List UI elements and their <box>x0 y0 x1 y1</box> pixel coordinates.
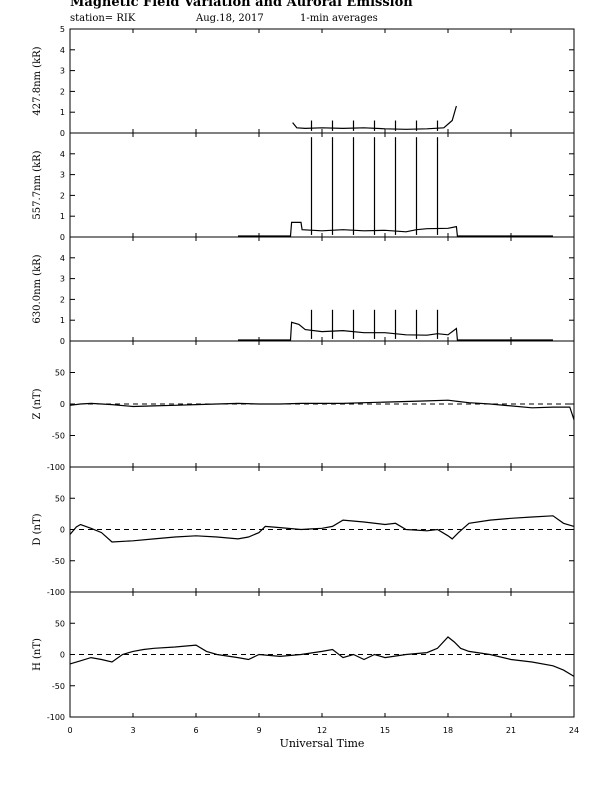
y-tick-label: -50 <box>52 682 65 691</box>
y-tick-label: -50 <box>52 432 65 441</box>
y-tick-label: 0 <box>60 233 65 242</box>
panel-frame <box>69 28 575 134</box>
y-axis-label: Z (nT) <box>32 388 43 419</box>
panel-frame <box>69 236 575 342</box>
y-tick-label: 4 <box>60 150 65 159</box>
y-tick-label: 4 <box>60 254 65 263</box>
x-tick-label: 15 <box>380 726 390 735</box>
station-label: station= RIK <box>70 13 136 24</box>
y-tick-label: 0 <box>60 400 65 409</box>
x-tick-label: 0 <box>67 726 72 735</box>
y-tick-label: -50 <box>52 557 65 566</box>
averaging-label: 1-min averages <box>300 13 378 24</box>
y-tick-label: 0 <box>60 337 65 346</box>
x-tick-label: 21 <box>506 726 516 735</box>
y-tick-label: 4 <box>60 46 65 55</box>
y-tick-label: 3 <box>60 171 65 180</box>
y-tick-label: 2 <box>60 295 65 304</box>
y-tick-label: 2 <box>60 87 65 96</box>
y-tick-label: 0 <box>60 129 65 138</box>
y-tick-label: 1 <box>60 212 65 221</box>
date-label: Aug.18, 2017 <box>196 13 264 24</box>
y-tick-label: 50 <box>55 619 65 628</box>
y-axis-label: H (nT) <box>32 638 43 671</box>
x-tick-label: 18 <box>443 726 453 735</box>
y-tick-label: -100 <box>47 713 65 722</box>
y-tick-label: -100 <box>47 588 65 597</box>
y-tick-label: 50 <box>55 494 65 503</box>
series-line <box>69 515 575 543</box>
y-tick-label: 3 <box>60 67 65 76</box>
y-tick-label: 3 <box>60 275 65 284</box>
y-tick-label: 50 <box>55 369 65 378</box>
y-tick-label: -100 <box>47 463 65 472</box>
y-axis-label: 630.0nm (kR) <box>32 254 43 323</box>
y-tick-label: 0 <box>60 651 65 660</box>
x-tick-label: 24 <box>569 726 579 735</box>
y-axis-label: 557.7nm (kR) <box>32 150 43 219</box>
y-tick-label: 1 <box>60 108 65 117</box>
y-axis-label: D (nT) <box>32 513 43 545</box>
y-tick-label: 2 <box>60 191 65 200</box>
y-tick-label: 1 <box>60 316 65 325</box>
figure-title: Magnetic Field Variation and Auroral Emi… <box>70 0 413 10</box>
panel-frame <box>69 132 575 238</box>
x-tick-label: 12 <box>317 726 327 735</box>
y-tick-label: 5 <box>60 25 65 34</box>
series-line <box>69 399 575 420</box>
x-tick-label: 6 <box>193 726 198 735</box>
x-tick-label: 9 <box>256 726 261 735</box>
y-axis-label: 427.8nm (kR) <box>32 46 43 115</box>
x-axis-label: Universal Time <box>280 737 365 750</box>
x-tick-label: 3 <box>130 726 135 735</box>
series-line <box>69 636 575 677</box>
y-tick-label: 0 <box>60 526 65 535</box>
